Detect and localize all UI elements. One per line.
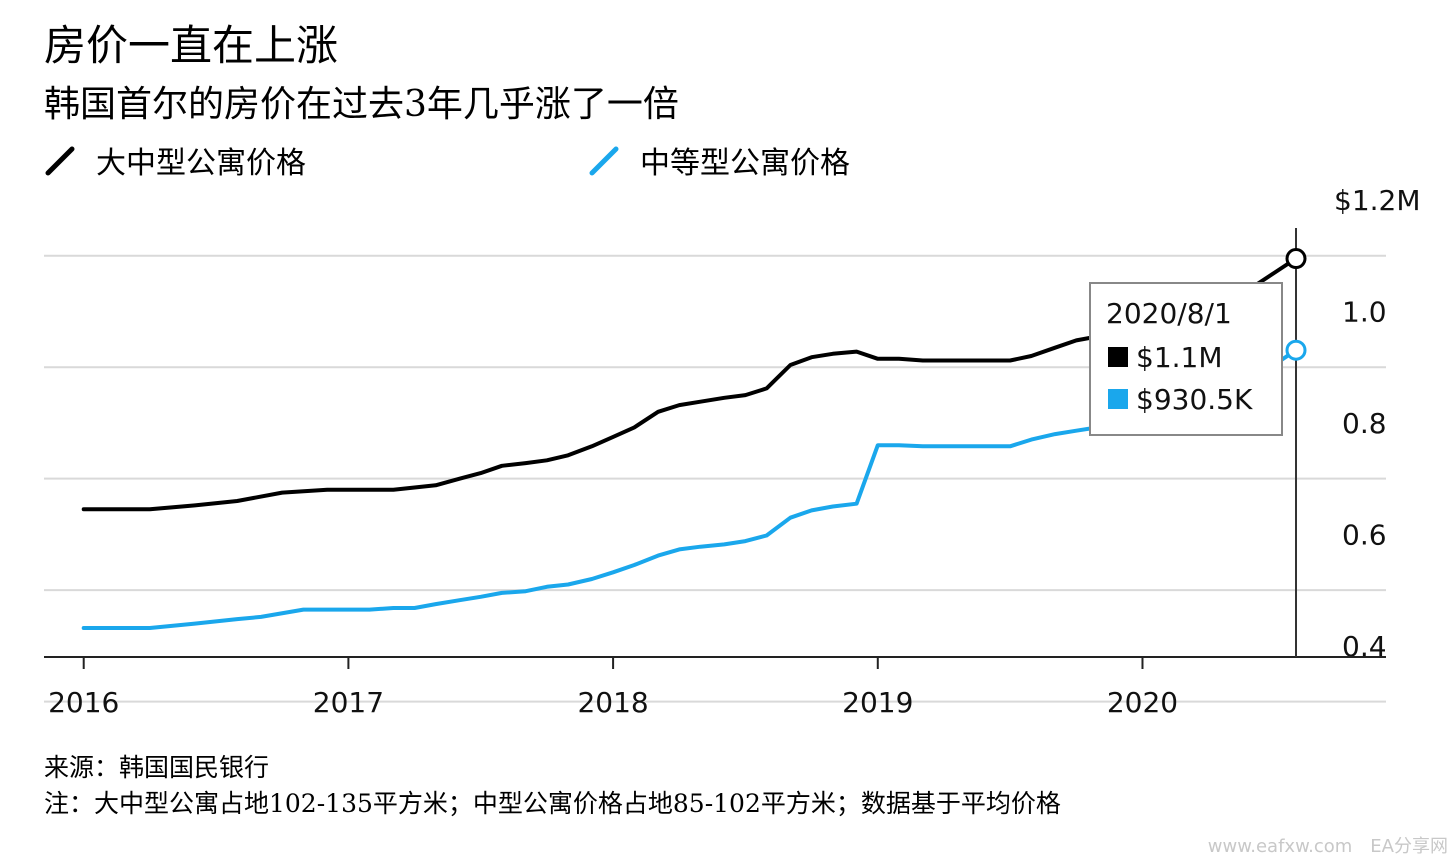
legend-item-medium: 中等型公寓价格 [588, 138, 850, 182]
y-tick-label: 1.0 [1342, 295, 1387, 328]
x-tick-label: 2016 [48, 686, 119, 719]
footnote: 注：大中型公寓占地102-135平方米；中型公寓价格占地85-102平方米；数据… [44, 789, 1061, 818]
watermark: www.eafxw.com EA分享网 [1207, 836, 1448, 857]
tooltip-swatch [1108, 347, 1128, 367]
x-tick-label: 2018 [577, 686, 648, 719]
tooltip-date: 2020/8/1 [1106, 297, 1232, 330]
chart-subtitle: 韩国首尔的房价在过去3年几乎涨了一倍 [44, 84, 679, 125]
tooltip-swatch [1108, 389, 1128, 409]
x-tick-label: 2020 [1107, 686, 1178, 719]
legend-label-medium: 中等型公寓价格 [640, 146, 850, 181]
tooltip-value: $930.5K [1136, 383, 1253, 416]
tooltip-value: $1.1M [1136, 341, 1223, 374]
legend-label-large: 大中型公寓价格 [96, 146, 306, 181]
chart-title: 房价一直在上涨 [44, 21, 339, 70]
source-note: 来源：韩国国民银行 [44, 753, 270, 782]
x-tick-label: 2017 [313, 686, 384, 719]
marker-large [1285, 248, 1307, 270]
y-tick-label: 0.6 [1342, 518, 1387, 551]
legend-swatch-large-icon [45, 146, 75, 176]
legend-swatch-medium-icon [589, 146, 619, 176]
legend-item-large: 大中型公寓价格 [44, 138, 306, 182]
x-tick-label: 2019 [842, 686, 913, 719]
marker-medium [1285, 339, 1307, 361]
y-tick-label: 0.8 [1342, 407, 1387, 440]
legend: 大中型公寓价格 中等型公寓价格 [44, 138, 1044, 182]
y-unit-label: $1.2M [1334, 184, 1421, 217]
